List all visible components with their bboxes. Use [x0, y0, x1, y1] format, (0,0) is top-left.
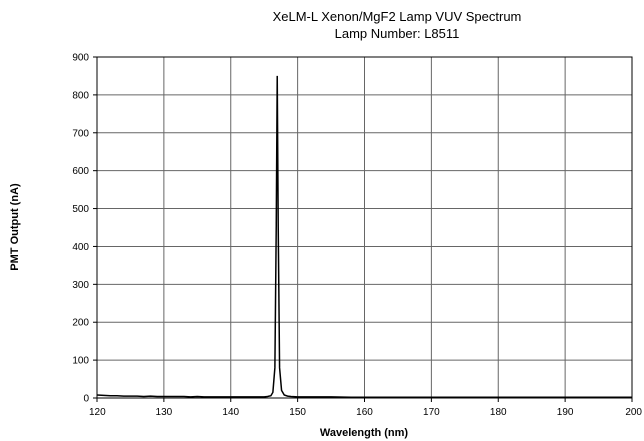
y-tick-label: 800: [72, 90, 89, 101]
x-axis-label: Wavelength (nm): [320, 427, 409, 439]
y-tick-label: 0: [83, 394, 89, 405]
x-tick-label: 190: [557, 407, 574, 418]
chart-subtitle: Lamp Number: L8511: [335, 26, 460, 41]
y-tick-label: 900: [72, 53, 89, 64]
y-axis: 0 100 200 300 400 500 600 700 800 900: [72, 53, 97, 405]
x-tick-label: 180: [490, 407, 507, 418]
x-tick-label: 150: [289, 407, 306, 418]
y-tick-label: 700: [72, 128, 89, 139]
x-tick-label: 140: [222, 407, 239, 418]
x-tick-label: 120: [89, 407, 106, 418]
x-tick-label: 130: [156, 407, 173, 418]
x-axis: 120 130 140 150 160 170 180 190 200: [89, 398, 642, 418]
y-tick-label: 100: [72, 356, 89, 367]
y-axis-label: PMT Output (nA): [9, 183, 21, 271]
y-tick-label: 200: [72, 318, 89, 329]
chart-title: XeLM-L Xenon/MgF2 Lamp VUV Spectrum: [273, 9, 522, 24]
x-tick-label: 160: [356, 407, 373, 418]
y-tick-label: 500: [72, 204, 89, 215]
spectrum-line: [96, 75, 632, 398]
x-tick-label: 170: [423, 407, 440, 418]
y-tick-label: 400: [72, 242, 89, 253]
x-tick-label: 200: [625, 407, 642, 418]
grid: [96, 56, 633, 399]
y-tick-label: 600: [72, 166, 89, 177]
y-tick-label: 300: [72, 280, 89, 291]
